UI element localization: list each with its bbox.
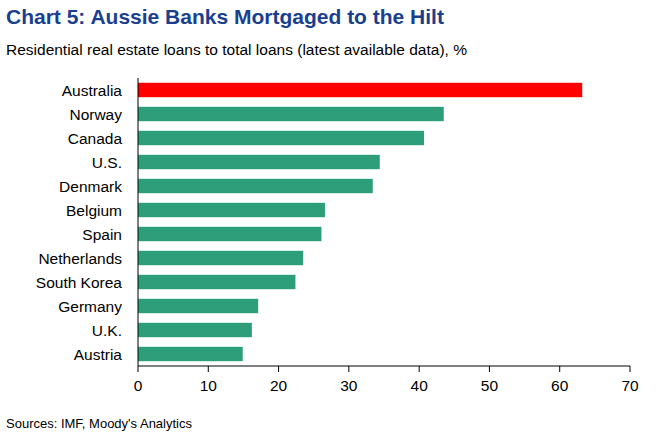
- x-tick: [630, 366, 631, 372]
- bar: [138, 131, 424, 145]
- x-tick-label: 10: [200, 377, 218, 394]
- category-label: Spain: [82, 226, 122, 243]
- category-label: Austria: [74, 346, 123, 363]
- bar: [138, 155, 380, 169]
- x-tick: [138, 366, 139, 372]
- bar: [138, 227, 321, 241]
- x-axis-line: [138, 366, 630, 367]
- category-label: Canada: [68, 130, 123, 147]
- bar: [138, 323, 252, 337]
- x-tick: [489, 366, 490, 372]
- y-axis-line: [138, 78, 139, 366]
- x-tick: [348, 366, 349, 372]
- x-tick-label: 60: [551, 377, 569, 394]
- x-tick-label: 50: [481, 377, 499, 394]
- x-tick: [419, 366, 420, 372]
- category-label: Germany: [58, 298, 122, 315]
- bar: [138, 275, 295, 289]
- bars: [138, 83, 582, 361]
- category-label: Australia: [62, 82, 123, 99]
- x-tick: [208, 366, 209, 372]
- chart: Chart 5: Aussie Banks Mortgaged to the H…: [0, 0, 657, 438]
- bar: [138, 83, 582, 97]
- x-tick-label: 30: [340, 377, 358, 394]
- x-tick-label: 0: [134, 377, 143, 394]
- bar: [138, 347, 243, 361]
- x-tick-label: 70: [621, 377, 639, 394]
- title: Chart 5: Aussie Banks Mortgaged to the H…: [6, 5, 444, 28]
- bar: [138, 299, 258, 313]
- bar: [138, 203, 325, 217]
- category-label: Norway: [69, 106, 122, 123]
- category-label: U.S.: [92, 154, 122, 171]
- x-tick-label: 40: [411, 377, 429, 394]
- category-label: Belgium: [66, 202, 122, 219]
- x-tick: [278, 366, 279, 372]
- category-label: South Korea: [36, 274, 123, 291]
- bar: [138, 179, 373, 193]
- category-label: Denmark: [59, 178, 122, 195]
- subtitle: Residential real estate loans to total l…: [6, 41, 467, 58]
- bar: [138, 107, 444, 121]
- bar: [138, 251, 303, 265]
- x-tick: [559, 366, 560, 372]
- category-label: U.K.: [92, 322, 122, 339]
- x-tick-label: 20: [270, 377, 288, 394]
- source: Sources: IMF, Moody's Analytics: [6, 416, 192, 431]
- category-label: Netherlands: [38, 250, 122, 267]
